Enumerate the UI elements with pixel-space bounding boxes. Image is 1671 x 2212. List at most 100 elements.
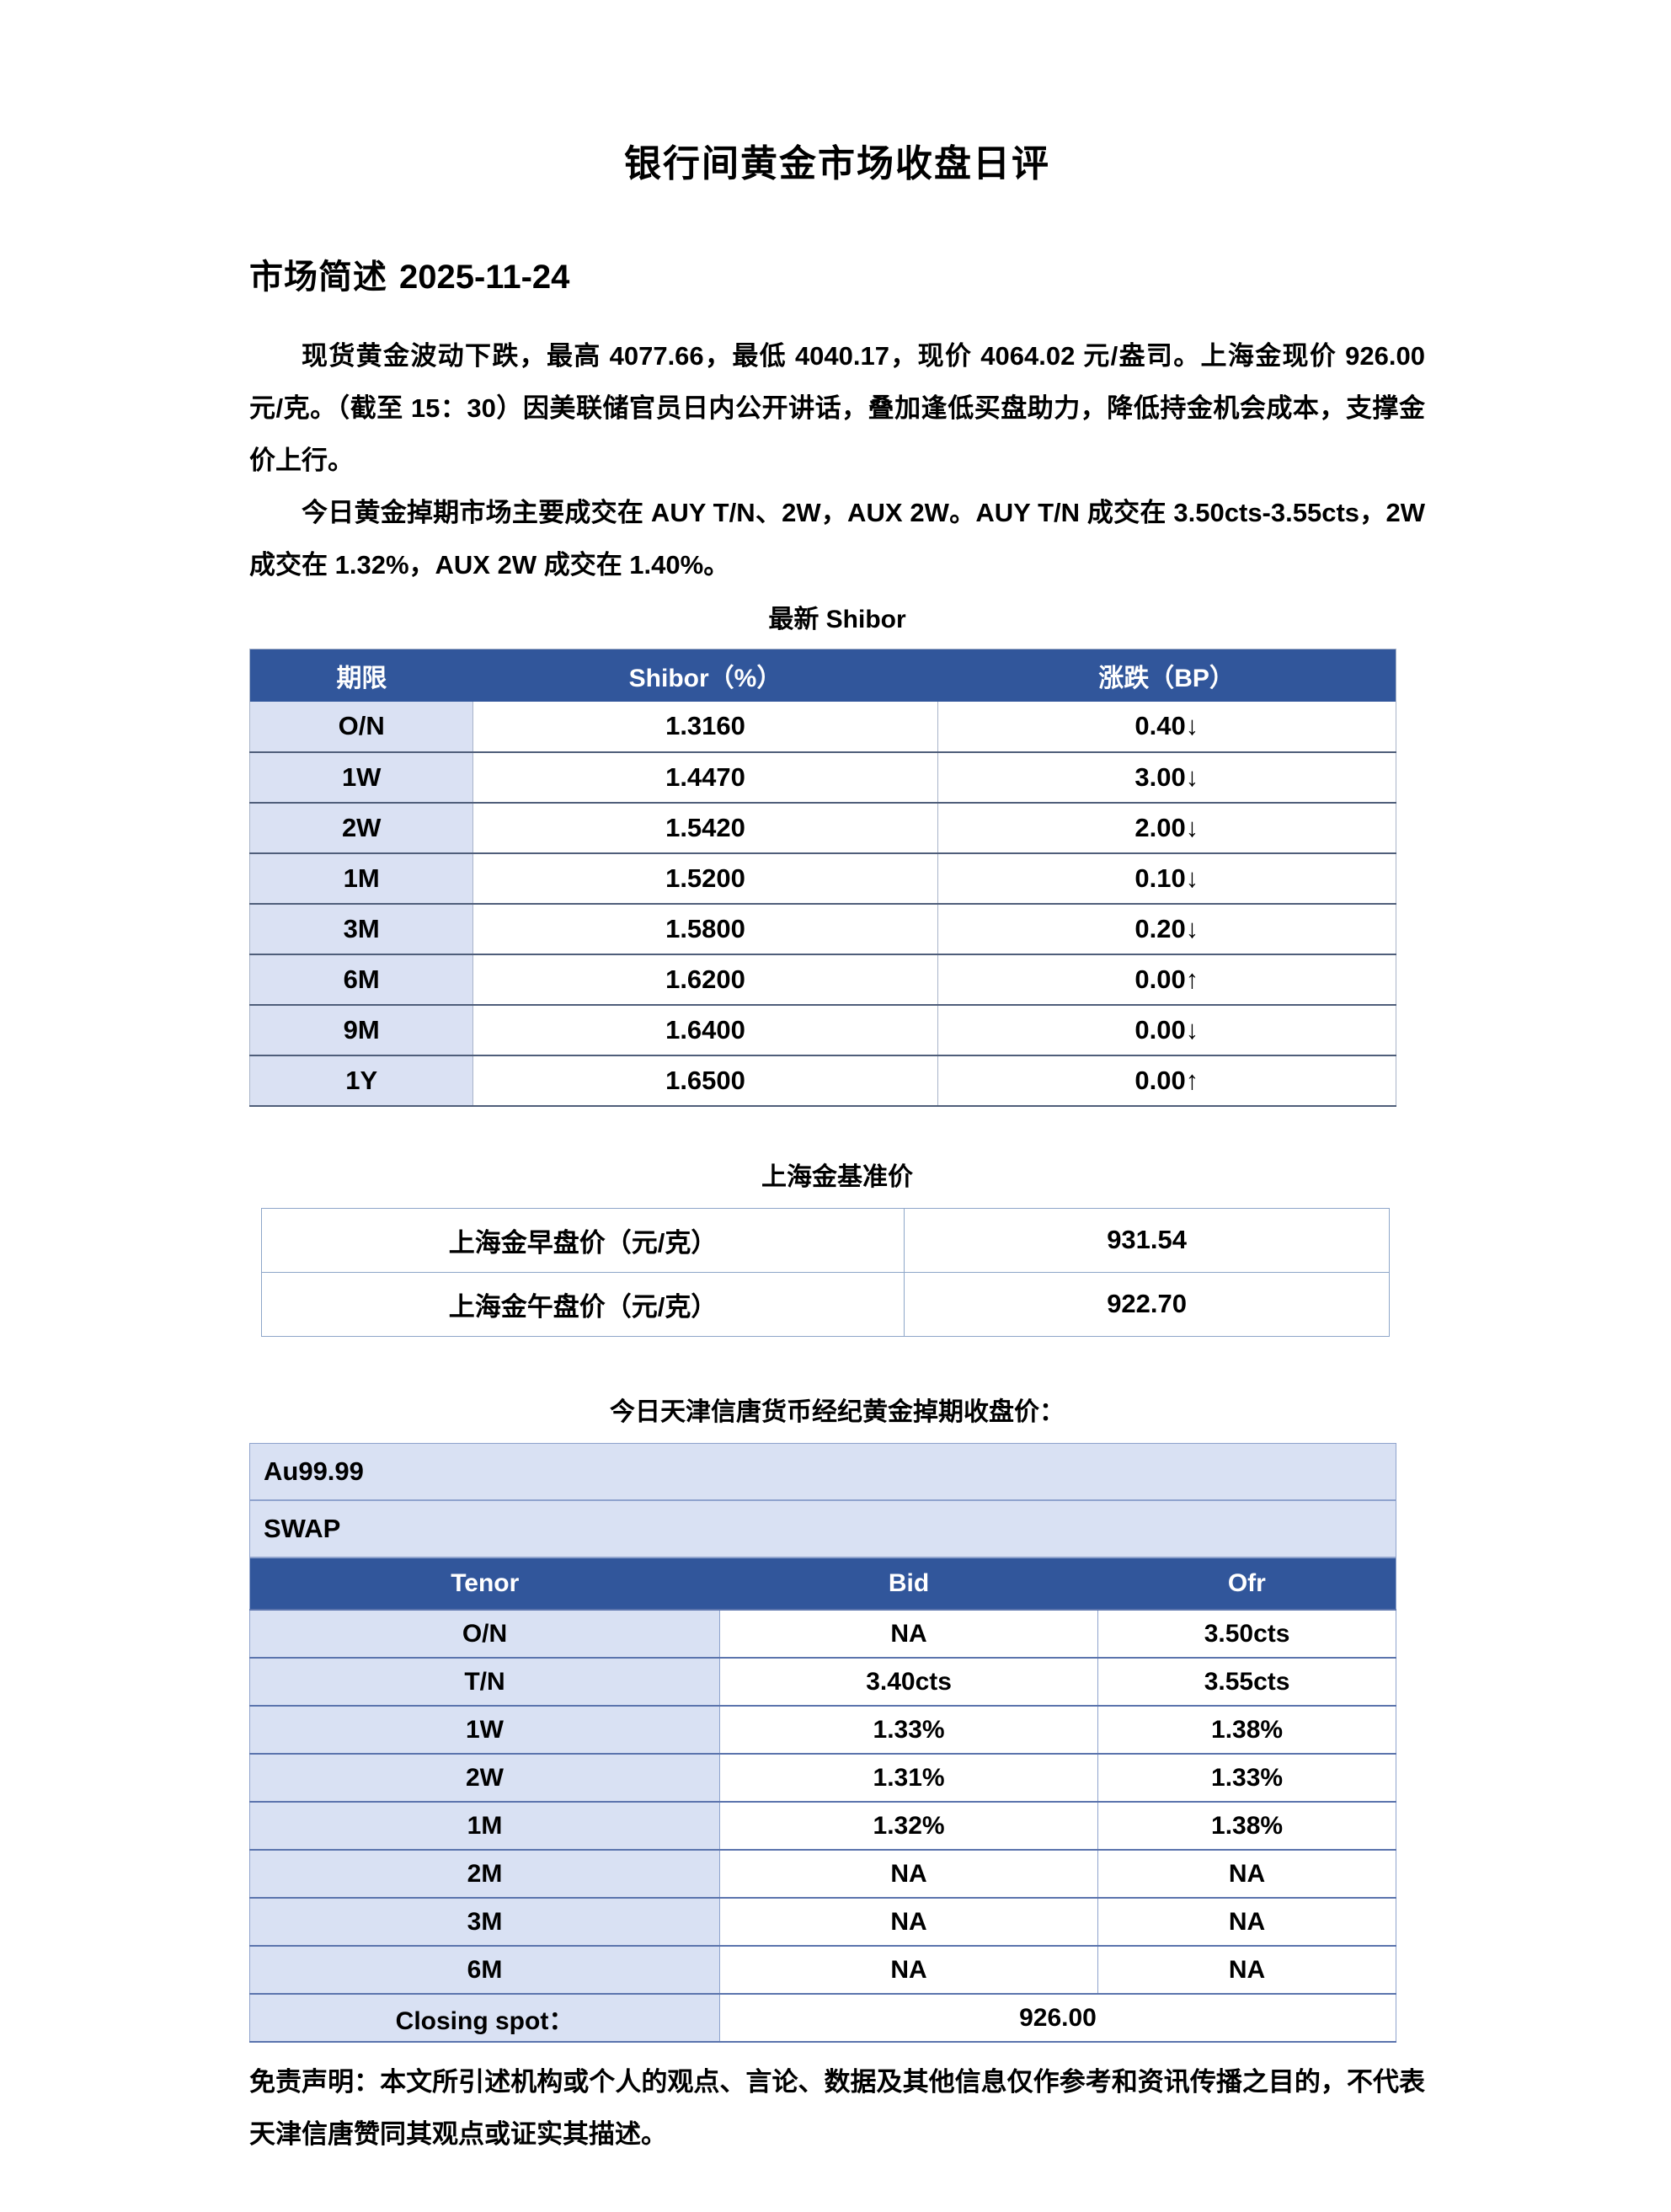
shibor-header-tenor: 期限 <box>249 649 473 702</box>
table-row: 6M NA NA <box>249 1946 1396 1994</box>
ofr-cell: NA <box>1097 1898 1396 1946</box>
swap-header-tenor: Tenor <box>249 1557 720 1610</box>
table-row: 2W 1.31% 1.33% <box>249 1754 1396 1802</box>
tenor-cell: 6M <box>249 954 473 1005</box>
shibor-header-rate: Shibor（%） <box>472 649 938 702</box>
benchmark-label: 上海金早盘价（元/克） <box>260 1207 905 1273</box>
table-row: 1W 1.4470 3.00↓ <box>249 751 1396 803</box>
tenor-cell: 1M <box>249 852 473 904</box>
report-date: 2025-11-24 <box>399 259 570 296</box>
change-value: 0.10 <box>1134 863 1186 893</box>
bid-cell: 1.33% <box>718 1706 1098 1754</box>
change-value: 2.00 <box>1134 812 1186 842</box>
change-value: 0.40 <box>1134 711 1186 740</box>
ofr-cell: 1.33% <box>1097 1754 1396 1802</box>
market-summary-paragraph-2: 今日黄金掉期市场主要成交在 AUY T/N、2W，AUX 2W。AUY T/N … <box>249 498 1425 580</box>
change-cell: 3.00↓ <box>937 751 1396 803</box>
tenor-cell: 1M <box>249 1802 720 1850</box>
table-row: 1Y 1.6500 0.00↑ <box>249 1055 1396 1106</box>
shibor-header-row: 期限 Shibor（%） 涨跌（BP） <box>249 649 1396 702</box>
rate-cell: 1.5200 <box>472 852 938 904</box>
table-row: 1M 1.5200 0.10↓ <box>249 852 1396 904</box>
change-value: 0.20 <box>1134 913 1186 943</box>
ofr-cell: NA <box>1097 1850 1396 1898</box>
trend-arrow-icon: ↑ <box>1185 964 1199 994</box>
market-summary-paragraph-1: 现货黄金波动下跌，最高 4077.66，最低 4040.17，现价 4064.0… <box>249 341 1425 475</box>
tenor-cell: 2W <box>249 802 473 853</box>
table-row: 6M 1.6200 0.00↑ <box>249 954 1396 1005</box>
tenor-cell: 6M <box>249 1946 720 1994</box>
change-value: 0.00 <box>1134 1014 1186 1045</box>
swap-table-caption: 今日天津信唐货币经纪黄金掉期收盘价： <box>610 1397 1065 1426</box>
change-cell: 0.00↑ <box>937 954 1396 1005</box>
closing-spot-value: 926.00 <box>719 1994 1396 2042</box>
ofr-cell: 1.38% <box>1097 1706 1396 1754</box>
benchmark-label: 上海金午盘价（元/克） <box>260 1271 905 1337</box>
rate-cell: 1.5420 <box>472 802 938 853</box>
page-title: 银行间黄金市场收盘日评 <box>624 143 1050 184</box>
shibor-table: 期限 Shibor（%） 涨跌（BP） O/N 1.3160 0.40↓ 1W … <box>249 649 1396 1107</box>
table-row: O/N 1.3160 0.40↓ <box>249 701 1396 752</box>
table-row: 3M 1.5800 0.20↓ <box>249 903 1396 954</box>
table-row: 上海金午盘价（元/克） 922.70 <box>260 1271 1390 1337</box>
change-cell: 0.20↓ <box>937 903 1396 954</box>
rate-cell: 1.6200 <box>472 954 938 1005</box>
tenor-cell: 1Y <box>249 1055 473 1106</box>
tenor-cell: O/N <box>249 701 473 752</box>
trend-arrow-icon: ↓ <box>1185 812 1199 842</box>
ofr-cell: 3.55cts <box>1097 1658 1396 1706</box>
ofr-cell: 3.50cts <box>1097 1610 1396 1658</box>
tenor-cell: 2W <box>249 1754 720 1802</box>
rate-cell: 1.6500 <box>472 1055 938 1106</box>
tenor-cell: 3M <box>249 903 473 954</box>
bid-cell: NA <box>718 1610 1098 1658</box>
section-heading: 市场简述 2025-11-24 <box>249 249 1425 298</box>
swap-header-bid: Bid <box>719 1557 1098 1610</box>
closing-spot-label: Closing spot： <box>249 1994 720 2042</box>
trend-arrow-icon: ↓ <box>1185 1014 1199 1045</box>
swap-header-ofr: Ofr <box>1097 1557 1396 1610</box>
table-row: 9M 1.6400 0.00↓ <box>249 1004 1396 1055</box>
rate-cell: 1.5800 <box>472 903 938 954</box>
bid-cell: 3.40cts <box>718 1658 1098 1706</box>
trend-arrow-icon: ↓ <box>1185 863 1199 893</box>
change-cell: 0.00↓ <box>937 1004 1396 1055</box>
change-value: 3.00 <box>1134 761 1186 792</box>
shibor-header-change: 涨跌（BP） <box>937 649 1396 702</box>
change-cell: 0.10↓ <box>937 852 1396 904</box>
table-row: 1W 1.33% 1.38% <box>249 1706 1396 1754</box>
ofr-cell: 1.38% <box>1097 1802 1396 1850</box>
swap-group-label: SWAP <box>249 1500 1396 1558</box>
rate-cell: 1.3160 <box>472 701 938 752</box>
trend-arrow-icon: ↑ <box>1185 1065 1199 1095</box>
tenor-cell: 3M <box>249 1898 720 1946</box>
tenor-cell: 1W <box>249 751 473 803</box>
bid-cell: NA <box>718 1946 1098 1994</box>
shanghai-gold-benchmark-table: 上海金早盘价（元/克） 931.54 上海金午盘价（元/克） 922.70 <box>260 1207 1390 1337</box>
rate-cell: 1.6400 <box>472 1004 938 1055</box>
shibor-table-caption: 最新 Shibor <box>768 606 906 633</box>
tenor-cell: 1W <box>249 1706 720 1754</box>
change-cell: 2.00↓ <box>937 802 1396 853</box>
benchmark-table-caption: 上海金基准价 <box>761 1162 913 1191</box>
section-heading-label: 市场简述 <box>249 259 387 296</box>
table-row: 2W 1.5420 2.00↓ <box>249 802 1396 853</box>
change-value: 0.00 <box>1134 1065 1186 1095</box>
change-value: 0.00 <box>1134 964 1186 994</box>
gold-swap-closing-table: Au99.99 SWAP Tenor Bid Ofr O/N NA 3.50ct… <box>249 1442 1396 2043</box>
swap-group-row-au9999: Au99.99 <box>249 1443 1396 1501</box>
swap-group-row-swap: SWAP <box>249 1500 1396 1558</box>
tenor-cell: 9M <box>249 1004 473 1055</box>
swap-group-label: Au99.99 <box>249 1443 1396 1501</box>
benchmark-value: 922.70 <box>904 1271 1390 1337</box>
trend-arrow-icon: ↓ <box>1185 913 1199 943</box>
rate-cell: 1.4470 <box>472 751 938 803</box>
table-row: O/N NA 3.50cts <box>249 1610 1396 1658</box>
change-cell: 0.40↓ <box>937 701 1396 752</box>
table-row: T/N 3.40cts 3.55cts <box>249 1658 1396 1706</box>
table-row: 1M 1.32% 1.38% <box>249 1802 1396 1850</box>
document-page: 银行间黄金市场收盘日评 市场简述 2025-11-24 现货黄金波动下跌，最高 4… <box>249 143 1425 2149</box>
bid-cell: 1.32% <box>718 1802 1098 1850</box>
swap-header-row: Tenor Bid Ofr <box>249 1557 1396 1610</box>
table-row: 上海金早盘价（元/克） 931.54 <box>260 1207 1390 1273</box>
